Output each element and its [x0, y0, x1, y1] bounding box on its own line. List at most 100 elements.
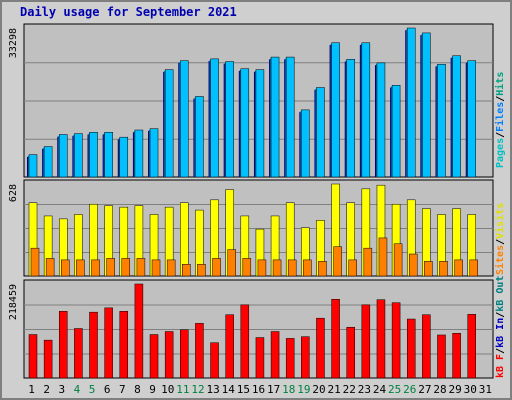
x-tick-label: 4: [74, 383, 81, 396]
bar-kbf: [437, 334, 446, 379]
bar-kbf: [361, 304, 371, 379]
x-tick-label: 20: [312, 383, 325, 396]
bar-sites: [106, 258, 115, 277]
x-tick-label: 27: [418, 383, 431, 396]
bar-hits: [149, 128, 159, 178]
bar-kbf: [149, 334, 159, 379]
x-tick-label: 26: [403, 383, 416, 396]
x-tick-label: 25: [388, 383, 401, 396]
bar-sites: [454, 259, 463, 277]
bar-sites: [212, 258, 221, 277]
bar-hits: [301, 109, 310, 178]
x-tick-label: 1: [28, 383, 35, 396]
bar-kbf: [180, 329, 189, 379]
bar-hits: [255, 69, 265, 178]
bar-hits: [180, 60, 189, 178]
x-tick-label: 12: [191, 383, 204, 396]
bar-sites: [30, 247, 40, 277]
bar-kbf: [301, 336, 310, 379]
x-tick-label: 10: [161, 383, 174, 396]
bar-sites: [272, 259, 282, 277]
x-tick-label: 7: [119, 383, 126, 396]
bar-sites: [303, 259, 312, 277]
bar-hits: [89, 132, 98, 178]
bar-hits: [225, 61, 234, 178]
bar-kbf: [346, 326, 355, 379]
bar-hits: [437, 63, 446, 178]
x-tick-label: 8: [134, 383, 141, 396]
y-max-label: 628: [8, 184, 19, 202]
x-tick-label: 11: [176, 383, 189, 396]
x-tick-label: 23: [358, 383, 371, 396]
bar-sites: [287, 259, 297, 277]
bar-hits: [104, 132, 113, 178]
bar-hits: [452, 55, 461, 178]
bar-hits: [74, 133, 83, 178]
bar-sites: [393, 243, 403, 277]
bar-kbf: [285, 338, 295, 379]
bar-kbf: [104, 307, 113, 379]
x-tick-label: 16: [252, 383, 265, 396]
bar-sites: [166, 259, 176, 277]
bar-hits: [406, 27, 416, 178]
bar-kbf: [89, 311, 98, 379]
bar-kbf: [240, 304, 250, 379]
bar-hits: [346, 59, 355, 178]
x-tick-label: 30: [464, 383, 477, 396]
bar-kbf: [422, 314, 431, 379]
bar-kbf: [452, 333, 461, 379]
bar-hits: [119, 136, 129, 178]
y-max-label: 218459: [8, 284, 19, 320]
bar-hits: [285, 56, 295, 178]
bar-hits: [467, 60, 476, 178]
bar-kbf: [225, 314, 234, 379]
bar-hits: [164, 69, 174, 178]
bar-kbf: [59, 311, 68, 379]
bar-kbf: [210, 342, 219, 379]
x-tick-label: 19: [297, 383, 310, 396]
bar-kbf: [28, 334, 38, 379]
x-tick-label: 31: [479, 383, 492, 396]
chart-title: Daily usage for September 2021: [20, 5, 237, 19]
bar-hits: [422, 32, 431, 178]
x-tick-label: 22: [343, 383, 356, 396]
x-tick-label: 14: [222, 383, 236, 396]
x-tick-label: 5: [89, 383, 96, 396]
bar-hits: [240, 68, 250, 178]
x-tick-label: 17: [267, 383, 280, 396]
y-max-label: 33298: [8, 28, 19, 58]
bar-kbf: [74, 328, 83, 379]
bar-kbf: [467, 314, 476, 379]
x-tick-label: 15: [237, 383, 250, 396]
x-tick-label: 24: [373, 383, 387, 396]
bar-hits: [59, 134, 68, 178]
legend-mid: Sites/Visits: [494, 203, 506, 275]
bar-kbf: [406, 318, 416, 379]
bar-sites: [469, 259, 478, 277]
bar-sites: [182, 264, 191, 277]
bar-sites: [363, 247, 373, 277]
bar-kbf: [391, 302, 401, 379]
bar-sites: [242, 258, 252, 277]
bar-kbf: [119, 311, 129, 379]
bar-hits: [270, 56, 280, 178]
x-tick-label: 6: [104, 383, 111, 396]
bar-sites: [378, 237, 388, 277]
bar-hits: [376, 62, 386, 178]
bar-sites: [76, 259, 85, 277]
bar-sites: [151, 259, 161, 277]
bar-kbf: [331, 299, 340, 379]
bar-sites: [91, 259, 100, 277]
bar-sites: [45, 258, 55, 277]
x-tick-label: 28: [433, 383, 446, 396]
bar-hits: [316, 87, 325, 178]
bar-sites: [424, 261, 433, 277]
bar-sites: [318, 261, 327, 277]
legend-top: Pages/Files/Hits: [494, 72, 506, 168]
x-tick-label: 18: [282, 383, 295, 396]
x-tick-label: 2: [43, 383, 50, 396]
bar-sites: [61, 259, 70, 277]
bar-sites: [197, 264, 206, 277]
bar-sites: [121, 258, 131, 277]
legend-bottom: kB F/kB In/kB Out: [495, 276, 506, 378]
